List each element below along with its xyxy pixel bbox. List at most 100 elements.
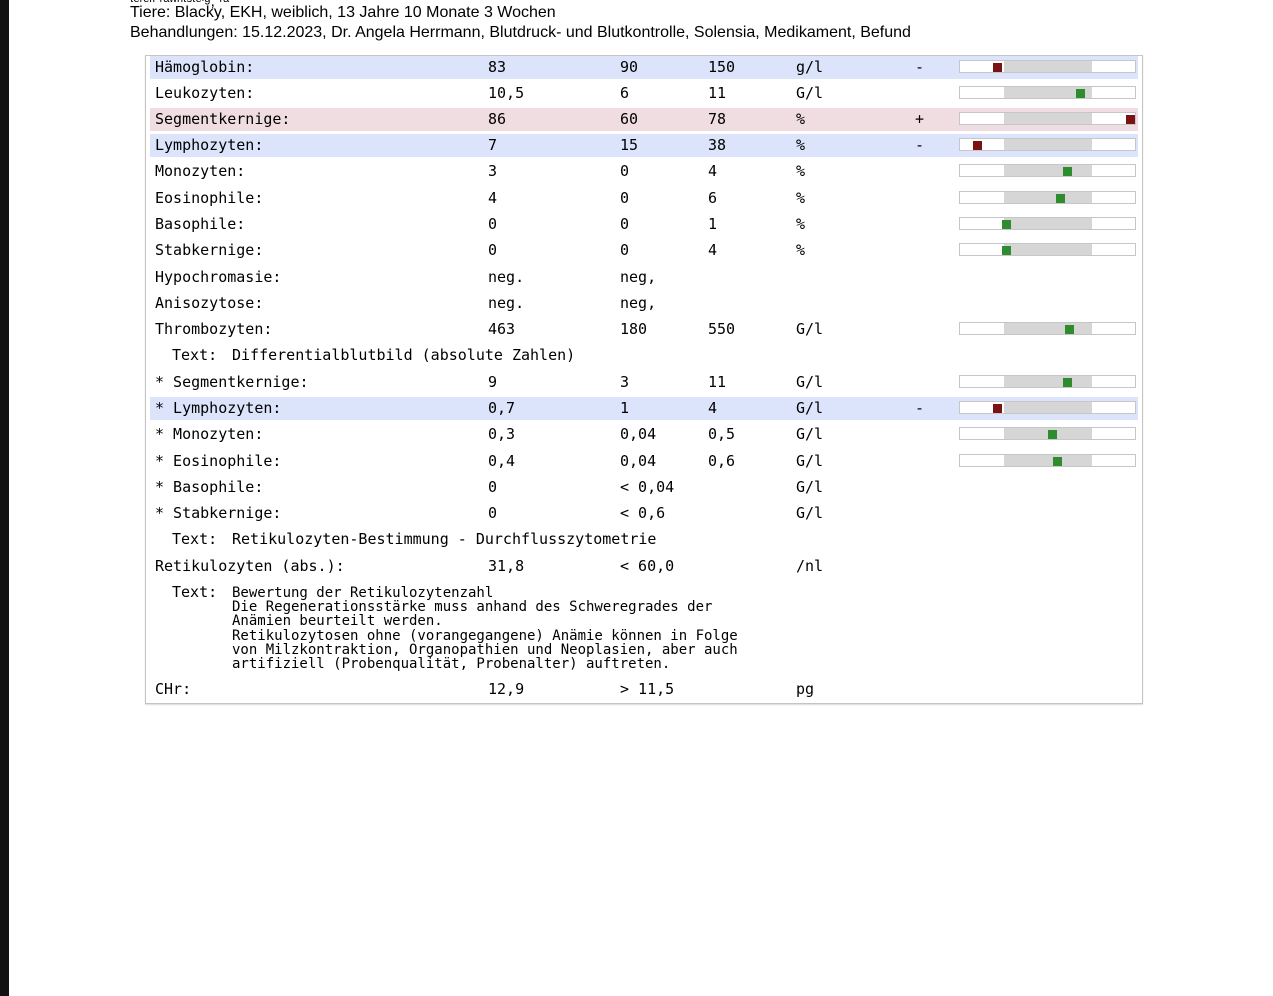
text-note-line: Anämien beurteilt werden. [232,613,443,630]
result-row: Segmentkernige: 86 60 78% + [150,108,1138,131]
reference-low: 60 [620,110,639,128]
result-name: Anisozytose: [155,294,264,312]
reference-range-gauge [959,427,1136,440]
normal-range-band [1004,61,1092,72]
reference-range-gauge [959,243,1136,256]
result-row: * Lymphozyten: 0,7 1 4 G/l - [150,397,1138,420]
result-value: 0,4 [488,452,516,470]
reference-range-gauge [959,86,1136,99]
result-unit: % [796,189,806,207]
text-note-content: Differentialblutbild (absolute Zahlen) [232,346,576,364]
result-name: * Basophile: [155,478,264,496]
value-marker [993,403,1002,413]
result-row: * Basophile: 0 < 0,04 G/l [150,476,1138,499]
result-name: * Stabkernige: [155,504,282,522]
clipped-text-line: ᵗᵉʳᵉⁿ ʳᵃʷʰᵗˢᵗᵉⁱᵍ, ʳᵃ [130,0,230,10]
reference-range-gauge [959,138,1136,151]
result-name: Basophile: [155,215,246,233]
result-value: 0,3 [488,425,516,443]
result-row: Eosinophile: 4 0 6% [150,187,1138,210]
result-row: Retikulozyten (abs.): 31,8 < 60,0/nl [150,555,1138,578]
result-unit: G/l [796,478,824,496]
normal-range-band [1004,323,1092,334]
reference-low: < 60,0 [620,557,675,575]
reference-high: 38 [708,136,727,154]
reference-low: 0 [620,215,630,233]
reference-high: 0,6 [708,452,736,470]
text-note-line: Retikulozytosen ohne (vorangegangene) An… [232,627,738,644]
result-unit: G/l [796,373,824,391]
value-marker [1053,456,1062,466]
result-name: Segmentkernige: [155,110,291,128]
result-unit: % [796,110,806,128]
result-name: Monozyten: [155,162,246,180]
result-name: * Lymphozyten: [155,399,282,417]
result-name: * Eosinophile: [155,452,282,470]
result-value: 3 [488,162,498,180]
text-note-line: Die Regenerationsstärke muss anhand des … [232,599,713,616]
result-name: * Monozyten: [155,425,264,443]
reference-high: 78 [708,110,727,128]
result-row: Thrombozyten: 463 180 550 G/l [150,318,1138,341]
normal-range-band [1004,218,1092,229]
normal-range-band [1004,192,1092,203]
result-value: 0,7 [488,399,516,417]
result-name: CHr: [155,680,192,698]
value-marker [1063,377,1072,387]
reference-low: 0 [620,189,630,207]
reference-high: 11 [708,84,727,102]
reference-low: < 0,04 [620,478,675,496]
normal-range-band [1004,113,1092,124]
reference-high: 11 [708,373,727,391]
reference-high: 4 [708,241,718,259]
result-flag: - [915,136,925,154]
reference-low: > 11,5 [620,680,675,698]
result-value: 7 [488,136,498,154]
normal-range-band [1004,402,1092,413]
text-note-line: Bewertung der Retikulozytenzahl [232,585,494,601]
result-value: 83 [488,58,507,76]
result-row: Basophile: 0 0 1% [150,213,1138,236]
value-marker [993,62,1002,72]
result-unit: pg [796,680,815,698]
result-name: Thrombozyten: [155,320,273,338]
result-unit: % [796,162,806,180]
reference-range-gauge [959,322,1136,335]
reference-low: 90 [620,58,639,76]
result-value: 10,5 [488,84,525,102]
result-row: * Segmentkernige: 9 3 11 G/l [150,371,1138,394]
reference-range-gauge [959,375,1136,388]
result-row: Leukozyten: 10,5 6 11 G/l [150,82,1138,105]
normal-range-band [1004,165,1092,176]
result-unit: G/l [796,452,824,470]
result-row: Monozyten: 3 0 4% [150,160,1138,183]
normal-range-band [1004,87,1092,98]
reference-low: 180 [620,320,648,338]
reference-low: < 0,6 [620,504,666,522]
reference-low: 1 [620,399,630,417]
result-value: 0 [488,478,498,496]
reference-range-gauge [959,164,1136,177]
reference-high: 150 [708,58,736,76]
normal-range-band [1004,244,1092,255]
reference-low: 0,04 [620,452,657,470]
result-value: 12,9 [488,680,525,698]
text-note-body: Bewertung der Retikulozytenzahl Die Regen… [232,586,738,671]
result-flag: + [915,110,925,128]
result-value: 463 [488,320,516,338]
result-unit: /nl [796,557,824,575]
result-value: 4 [488,189,498,207]
result-unit: g/l [796,58,824,76]
result-row: * Stabkernige: 0 < 0,6 G/l [150,502,1138,525]
result-flag: - [915,399,925,417]
reference-low: neg, [620,268,657,286]
value-marker [1065,324,1074,334]
reference-high: 1 [708,215,718,233]
result-value: 0 [488,241,498,259]
result-name: Stabkernige: [155,241,264,259]
result-unit: G/l [796,504,824,522]
result-row: Stabkernige: 0 0 4% [150,239,1138,262]
result-unit: G/l [796,84,824,102]
value-marker [1126,114,1135,124]
result-name: Retikulozyten (abs.): [155,557,345,575]
